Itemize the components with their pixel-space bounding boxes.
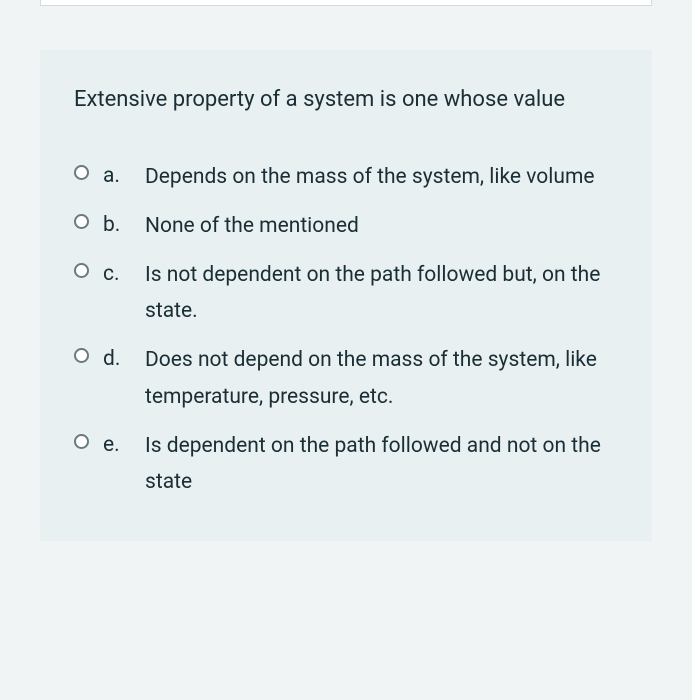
option-text: None of the mentioned (145, 208, 618, 245)
radio-wrapper[interactable] (74, 257, 89, 278)
option-text: Depends on the mass of the system, like … (145, 159, 618, 196)
option-letter: e. (103, 428, 131, 464)
option-text: Is not dependent on the path followed bu… (145, 257, 618, 331)
option-row[interactable]: c. Is not dependent on the path followed… (74, 257, 618, 331)
radio-wrapper[interactable] (74, 428, 89, 449)
radio-wrapper[interactable] (74, 159, 89, 180)
option-row[interactable]: d. Does not depend on the mass of the sy… (74, 342, 618, 416)
question-card: Extensive property of a system is one wh… (40, 50, 652, 541)
radio-icon[interactable] (74, 214, 89, 229)
option-letter: d. (103, 342, 131, 378)
option-letter: c. (103, 257, 131, 293)
option-row[interactable]: e. Is dependent on the path followed and… (74, 428, 618, 502)
radio-icon[interactable] (74, 263, 89, 278)
options-list: a. Depends on the mass of the system, li… (74, 159, 618, 501)
option-letter: b. (103, 208, 131, 244)
radio-icon[interactable] (74, 165, 89, 180)
option-text: Is dependent on the path followed and no… (145, 428, 618, 502)
radio-wrapper[interactable] (74, 208, 89, 229)
option-row[interactable]: a. Depends on the mass of the system, li… (74, 159, 618, 196)
question-text: Extensive property of a system is one wh… (74, 82, 618, 117)
radio-icon[interactable] (74, 434, 89, 449)
radio-wrapper[interactable] (74, 342, 89, 363)
radio-icon[interactable] (74, 348, 89, 363)
option-row[interactable]: b. None of the mentioned (74, 208, 618, 245)
previous-card-bottom (40, 0, 652, 6)
option-text: Does not depend on the mass of the syste… (145, 342, 618, 416)
option-letter: a. (103, 159, 131, 195)
